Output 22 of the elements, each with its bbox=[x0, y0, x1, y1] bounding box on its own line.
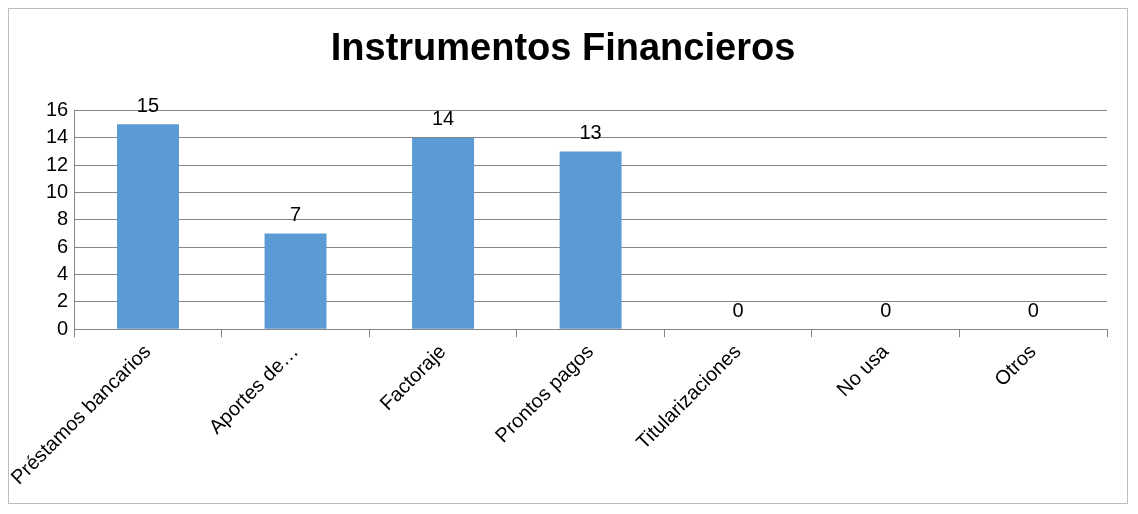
bar bbox=[264, 233, 327, 329]
y-tick-label: 16 bbox=[45, 98, 69, 121]
data-label: 0 bbox=[732, 298, 744, 321]
y-tick-label: 10 bbox=[45, 180, 69, 203]
y-tick-label: 0 bbox=[57, 316, 69, 339]
data-label: 0 bbox=[1027, 298, 1039, 321]
data-label: 13 bbox=[579, 121, 602, 144]
bar bbox=[117, 124, 179, 329]
data-label: 15 bbox=[136, 93, 160, 116]
y-tick-label: 2 bbox=[57, 289, 69, 312]
y-tick-label: 6 bbox=[57, 234, 69, 257]
bar bbox=[559, 151, 622, 329]
bar bbox=[412, 137, 475, 329]
x-tick-label: No usa bbox=[832, 339, 894, 401]
data-label: 14 bbox=[431, 107, 455, 130]
data-label: 0 bbox=[880, 298, 892, 321]
y-tick-label: 4 bbox=[57, 262, 69, 285]
y-tick-label: 14 bbox=[45, 125, 69, 148]
chart-title: Instrumentos Financieros bbox=[330, 26, 796, 69]
data-label: 7 bbox=[289, 203, 302, 226]
y-tick-label: 12 bbox=[45, 152, 69, 175]
y-tick-label: 8 bbox=[57, 207, 69, 230]
